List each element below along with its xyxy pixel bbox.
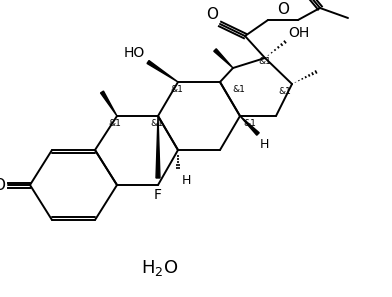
Polygon shape bbox=[147, 61, 178, 82]
Polygon shape bbox=[240, 116, 259, 135]
Polygon shape bbox=[156, 116, 160, 178]
Text: &1: &1 bbox=[232, 86, 245, 94]
Text: &1: &1 bbox=[170, 86, 183, 94]
Text: F: F bbox=[154, 188, 162, 202]
Text: OH: OH bbox=[288, 26, 309, 40]
Polygon shape bbox=[214, 49, 233, 68]
Text: O: O bbox=[0, 178, 5, 192]
Text: O: O bbox=[277, 2, 289, 17]
Polygon shape bbox=[100, 91, 117, 116]
Text: &1: &1 bbox=[150, 119, 163, 129]
Text: &1: &1 bbox=[243, 119, 256, 129]
Text: &1: &1 bbox=[278, 88, 291, 97]
Text: H: H bbox=[260, 138, 269, 151]
Text: O: O bbox=[206, 7, 218, 22]
Text: H: H bbox=[182, 174, 191, 187]
Text: H$_2$O: H$_2$O bbox=[142, 258, 179, 278]
Text: HO: HO bbox=[124, 46, 145, 60]
Text: &1: &1 bbox=[258, 58, 271, 67]
Text: &1: &1 bbox=[108, 119, 121, 129]
